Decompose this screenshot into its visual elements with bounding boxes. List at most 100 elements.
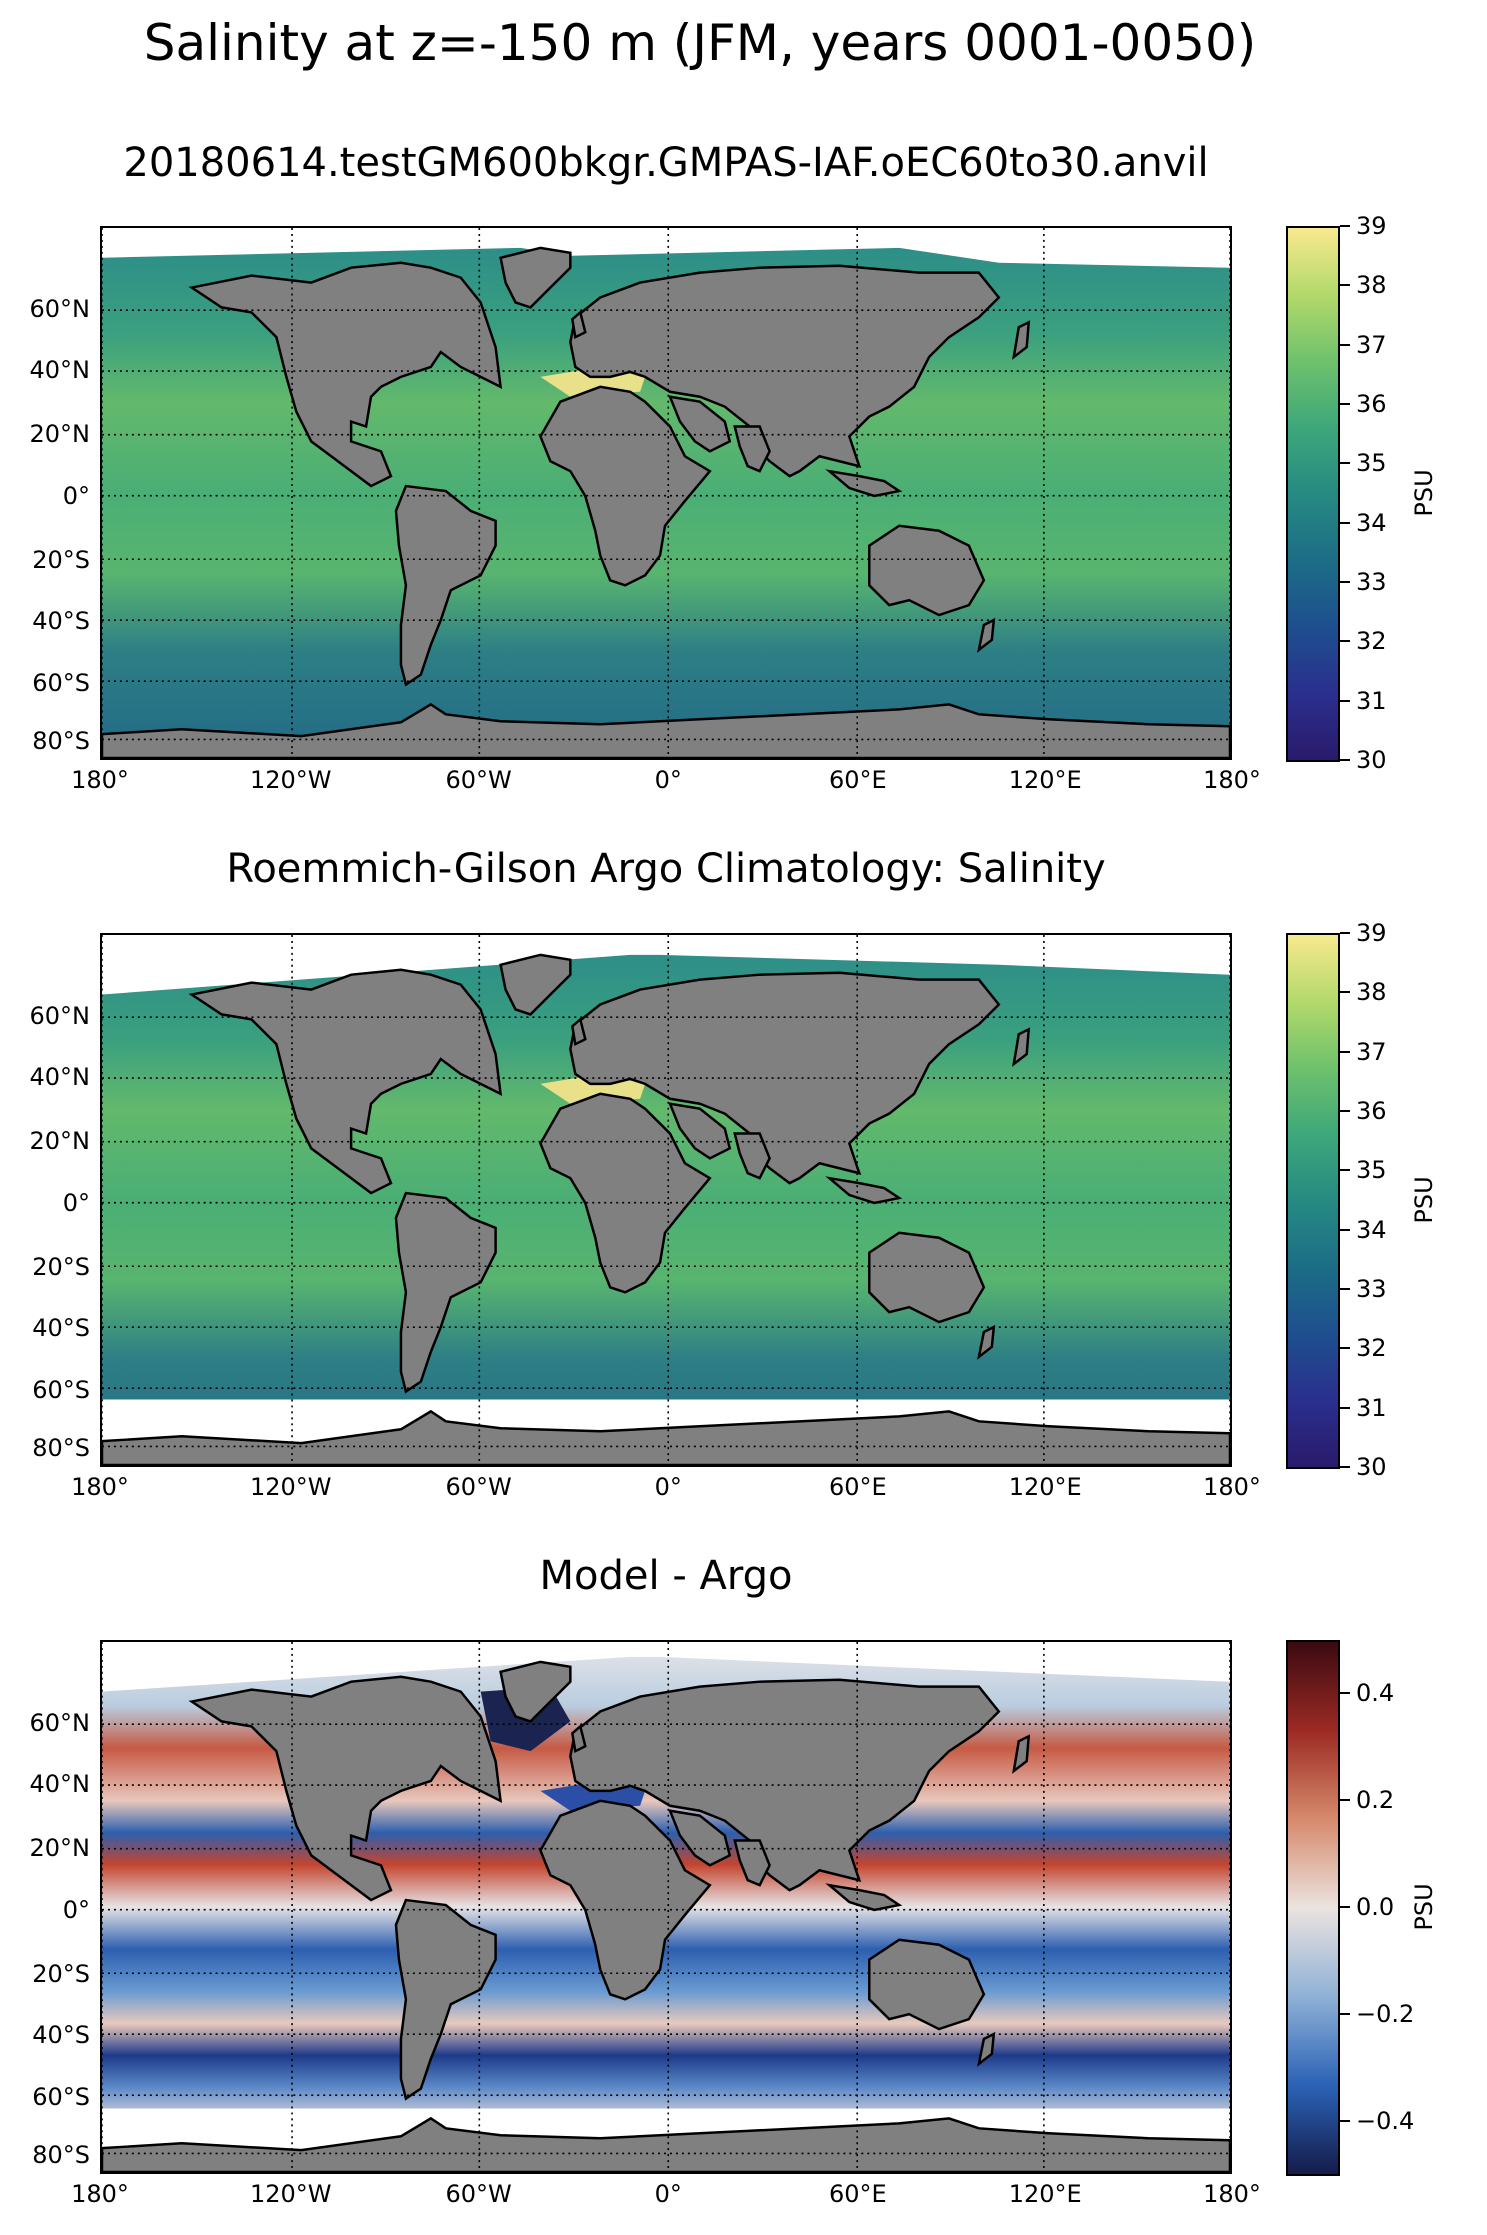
lat-tick-label: 20°N <box>29 1127 91 1156</box>
colorbar-tick-label: 36 <box>1356 1097 1387 1125</box>
colorbar-tick-label: 39 <box>1356 919 1387 947</box>
colorbar-tick <box>1340 1906 1350 1908</box>
colorbar-tick <box>1340 640 1350 643</box>
lon-tick-label: 180° <box>71 766 129 794</box>
colorbar-tick <box>1340 1466 1350 1468</box>
colorbar <box>1286 226 1340 762</box>
colorbar-tick <box>1340 284 1350 287</box>
colorbar-tick-label: 34 <box>1356 508 1387 537</box>
lon-tick-label: 60°W <box>445 1473 512 1501</box>
lon-tick-label: 0° <box>654 2180 682 2208</box>
panel-title: 20180614.testGM600bkgr.GMPAS-IAF.oEC60to… <box>123 140 1209 186</box>
colorbar-tick-label: 0.0 <box>1356 1893 1395 1921</box>
colorbar-tick <box>1340 1228 1350 1231</box>
lon-tick-label: 120°E <box>1008 1473 1082 1501</box>
colorbar-tick <box>1340 462 1350 465</box>
colorbar-tick-label: 32 <box>1356 1334 1387 1363</box>
colorbar-tick <box>1340 343 1350 346</box>
colorbar-tick <box>1340 1692 1350 1695</box>
lat-tick-label: 60°N <box>29 294 91 323</box>
map-panel <box>100 226 1232 760</box>
lat-tick-label: 40°N <box>29 1770 91 1799</box>
colorbar-tick <box>1340 1288 1350 1290</box>
lon-tick-label: 60°E <box>829 2180 887 2208</box>
colorbar-tick <box>1340 581 1350 583</box>
colorbar-tick <box>1340 403 1350 405</box>
colorbar-tick-label: 35 <box>1356 1156 1387 1185</box>
colorbar-tick-label: 38 <box>1356 271 1387 300</box>
colorbar-tick-label: 33 <box>1356 1275 1387 1303</box>
lat-tick-label: 40°S <box>32 2021 90 2050</box>
colorbar-unit-label: PSU <box>1410 469 1438 517</box>
colorbar-tick-label: 0.2 <box>1356 1786 1395 1815</box>
lat-tick-label: 60°N <box>29 1708 91 1737</box>
colorbar-tick <box>1340 991 1350 994</box>
lon-tick-label: 60°E <box>829 766 887 794</box>
colorbar-tick-label: 31 <box>1356 686 1387 715</box>
colorbar-tick <box>1340 1050 1350 1053</box>
salinity-map <box>102 1642 1230 2172</box>
colorbar-tick-label: 35 <box>1356 449 1387 478</box>
colorbar-tick-label: 0.4 <box>1356 1679 1395 1708</box>
lon-tick-label: 120°E <box>1008 2180 1082 2208</box>
colorbar-tick-label: 33 <box>1356 568 1387 596</box>
colorbar-tick <box>1340 759 1350 761</box>
colorbar-tick <box>1340 2012 1350 2015</box>
lon-tick-label: 180° <box>1203 2180 1261 2208</box>
colorbar-tick <box>1340 225 1350 227</box>
lat-tick-label: 40°N <box>29 356 91 385</box>
lon-tick-label: 180° <box>1203 1473 1261 1501</box>
salinity-map <box>102 228 1230 758</box>
colorbar-tick <box>1340 699 1350 702</box>
lat-tick-label: 20°N <box>29 420 91 449</box>
colorbar-tick-label: −0.2 <box>1356 1999 1415 2028</box>
lat-tick-label: 20°N <box>29 1834 91 1863</box>
colorbar-tick-label: 30 <box>1356 1453 1387 1481</box>
lat-tick-label: 40°S <box>32 607 90 636</box>
colorbar-unit-label: PSU <box>1410 1176 1438 1224</box>
colorbar-tick-label: 30 <box>1356 746 1387 774</box>
colorbar-tick-label: 34 <box>1356 1215 1387 1244</box>
colorbar-tick <box>1340 1169 1350 1172</box>
lat-tick-label: 80°S <box>32 2141 90 2170</box>
lon-tick-label: 60°E <box>829 1473 887 1501</box>
colorbar-tick <box>1340 932 1350 934</box>
lat-tick-label: 20°S <box>32 545 90 574</box>
colorbar-tick-label: 38 <box>1356 978 1387 1007</box>
colorbar-tick <box>1340 521 1350 524</box>
colorbar <box>1286 1640 1340 2176</box>
lon-tick-label: 0° <box>654 766 682 794</box>
lon-tick-label: 120°W <box>249 1473 332 1501</box>
colorbar-tick-label: 39 <box>1356 212 1387 240</box>
lon-tick-label: 180° <box>71 1473 129 1501</box>
salinity-map <box>102 935 1230 1465</box>
lat-tick-label: 40°N <box>29 1063 91 1092</box>
colorbar-tick <box>1340 2119 1350 2122</box>
lat-tick-label: 0° <box>62 481 90 510</box>
lon-tick-label: 120°W <box>249 766 332 794</box>
lat-tick-label: 20°S <box>32 1252 90 1281</box>
lon-tick-label: 60°W <box>445 2180 512 2208</box>
colorbar-unit-label: PSU <box>1410 1883 1438 1931</box>
lat-tick-label: 80°S <box>32 727 90 756</box>
colorbar-tick-label: −0.4 <box>1356 2106 1415 2135</box>
lat-tick-label: 60°S <box>32 1375 90 1404</box>
lon-tick-label: 60°W <box>445 766 512 794</box>
colorbar-tick-label: 32 <box>1356 627 1387 656</box>
lon-tick-label: 120°E <box>1008 766 1082 794</box>
colorbar-tick-label: 37 <box>1356 1037 1387 1066</box>
figure-title: Salinity at z=-150 m (JFM, years 0001-00… <box>143 14 1257 72</box>
colorbar-tick-label: 31 <box>1356 1393 1387 1422</box>
lat-tick-label: 20°S <box>32 1959 90 1988</box>
lat-tick-label: 60°S <box>32 2082 90 2111</box>
lat-tick-label: 80°S <box>32 1434 90 1463</box>
lon-tick-label: 180° <box>71 2180 129 2208</box>
colorbar-tick <box>1340 1110 1350 1112</box>
colorbar-tick <box>1340 1347 1350 1350</box>
lon-tick-label: 0° <box>654 1473 682 1501</box>
colorbar-tick <box>1340 1406 1350 1409</box>
lon-tick-label: 180° <box>1203 766 1261 794</box>
lat-tick-label: 60°N <box>29 1001 91 1030</box>
lat-tick-label: 0° <box>62 1188 90 1217</box>
lat-tick-label: 0° <box>62 1895 90 1924</box>
